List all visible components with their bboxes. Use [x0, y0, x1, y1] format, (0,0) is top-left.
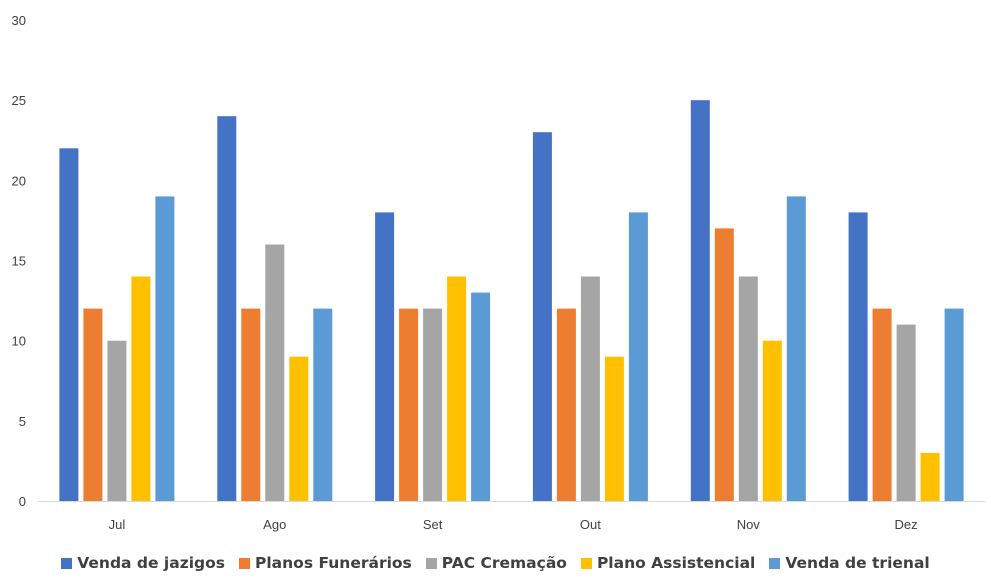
legend-item: PAC Cremação [425, 554, 567, 572]
legend-swatch [239, 557, 250, 569]
legend-label: PAC Cremação [441, 554, 567, 572]
bar-ago-series-2 [265, 244, 285, 501]
bar-set-series-1 [399, 308, 419, 501]
bar-nov-series-2 [738, 276, 758, 501]
bar-ago-series-1 [241, 308, 261, 501]
legend-item: Planos Funerários [239, 554, 412, 572]
y-tick-label: 10 [12, 334, 26, 349]
legend: Venda de jazigos Planos Funerários PAC Cre… [0, 552, 991, 574]
y-tick-label: 30 [12, 13, 26, 28]
legend-item: Venda de trienal [769, 554, 930, 572]
bar-out-series-0 [532, 132, 552, 501]
y-tick-label: 15 [12, 254, 26, 269]
bar-out-series-4 [628, 212, 648, 501]
bar-set-series-4 [471, 292, 491, 501]
y-tick-label: 0 [19, 494, 26, 509]
bar-ago-series-3 [289, 356, 309, 501]
bar-jul-series-0 [59, 148, 79, 502]
legend-swatch [769, 557, 781, 569]
bar-nov-series-3 [762, 340, 782, 501]
bar-dez-series-2 [896, 324, 916, 501]
x-tick-label: Out [580, 517, 601, 532]
bar-jul-series-3 [131, 276, 151, 501]
x-tick-label: Jul [109, 517, 126, 532]
bar-nov-series-0 [690, 100, 710, 501]
bar-out-series-1 [556, 308, 576, 501]
bar-ago-series-0 [217, 116, 237, 501]
x-tick-label: Set [423, 517, 443, 532]
x-axis-ticks: Jul Ago Set Out Nov Dez [109, 517, 918, 532]
y-axis-ticks: 0 5 10 15 20 25 30 [12, 13, 26, 509]
bar-jul-series-2 [107, 340, 127, 501]
x-tick-label: Dez [895, 517, 918, 532]
legend-label: Plano Assistencial [596, 554, 756, 572]
legend-label: Planos Funerários [255, 554, 412, 572]
bar-dez-series-1 [872, 308, 892, 501]
legend-item: Venda de jazigos [61, 554, 225, 572]
legend-label: Venda de trienal [785, 554, 930, 572]
y-tick-label: 20 [12, 173, 26, 188]
bar-nov-series-1 [714, 228, 734, 501]
bar-ago-series-4 [313, 308, 333, 501]
legend-item: Plano Assistencial [580, 554, 756, 572]
y-tick-label: 5 [19, 414, 26, 429]
y-tick-label: 25 [12, 93, 26, 108]
legend-swatch [425, 557, 437, 569]
bar-dez-series-0 [848, 212, 868, 501]
bar-jul-series-4 [155, 196, 175, 501]
bar-out-series-3 [604, 356, 624, 501]
bar-set-series-0 [375, 212, 395, 501]
bar-out-series-2 [580, 276, 600, 501]
bar-dez-series-4 [944, 308, 964, 501]
x-tick-label: Ago [263, 517, 286, 532]
legend-label: Venda de jazigos [77, 554, 225, 572]
bar-nov-series-4 [786, 196, 806, 501]
bar-dez-series-3 [920, 452, 940, 501]
x-tick-label: Nov [737, 517, 761, 532]
bar-set-series-2 [423, 308, 443, 501]
legend-swatch [580, 557, 592, 569]
legend-swatch [61, 557, 73, 569]
bar-set-series-3 [447, 276, 467, 501]
bars [59, 100, 964, 502]
bar-jul-series-1 [83, 308, 103, 501]
